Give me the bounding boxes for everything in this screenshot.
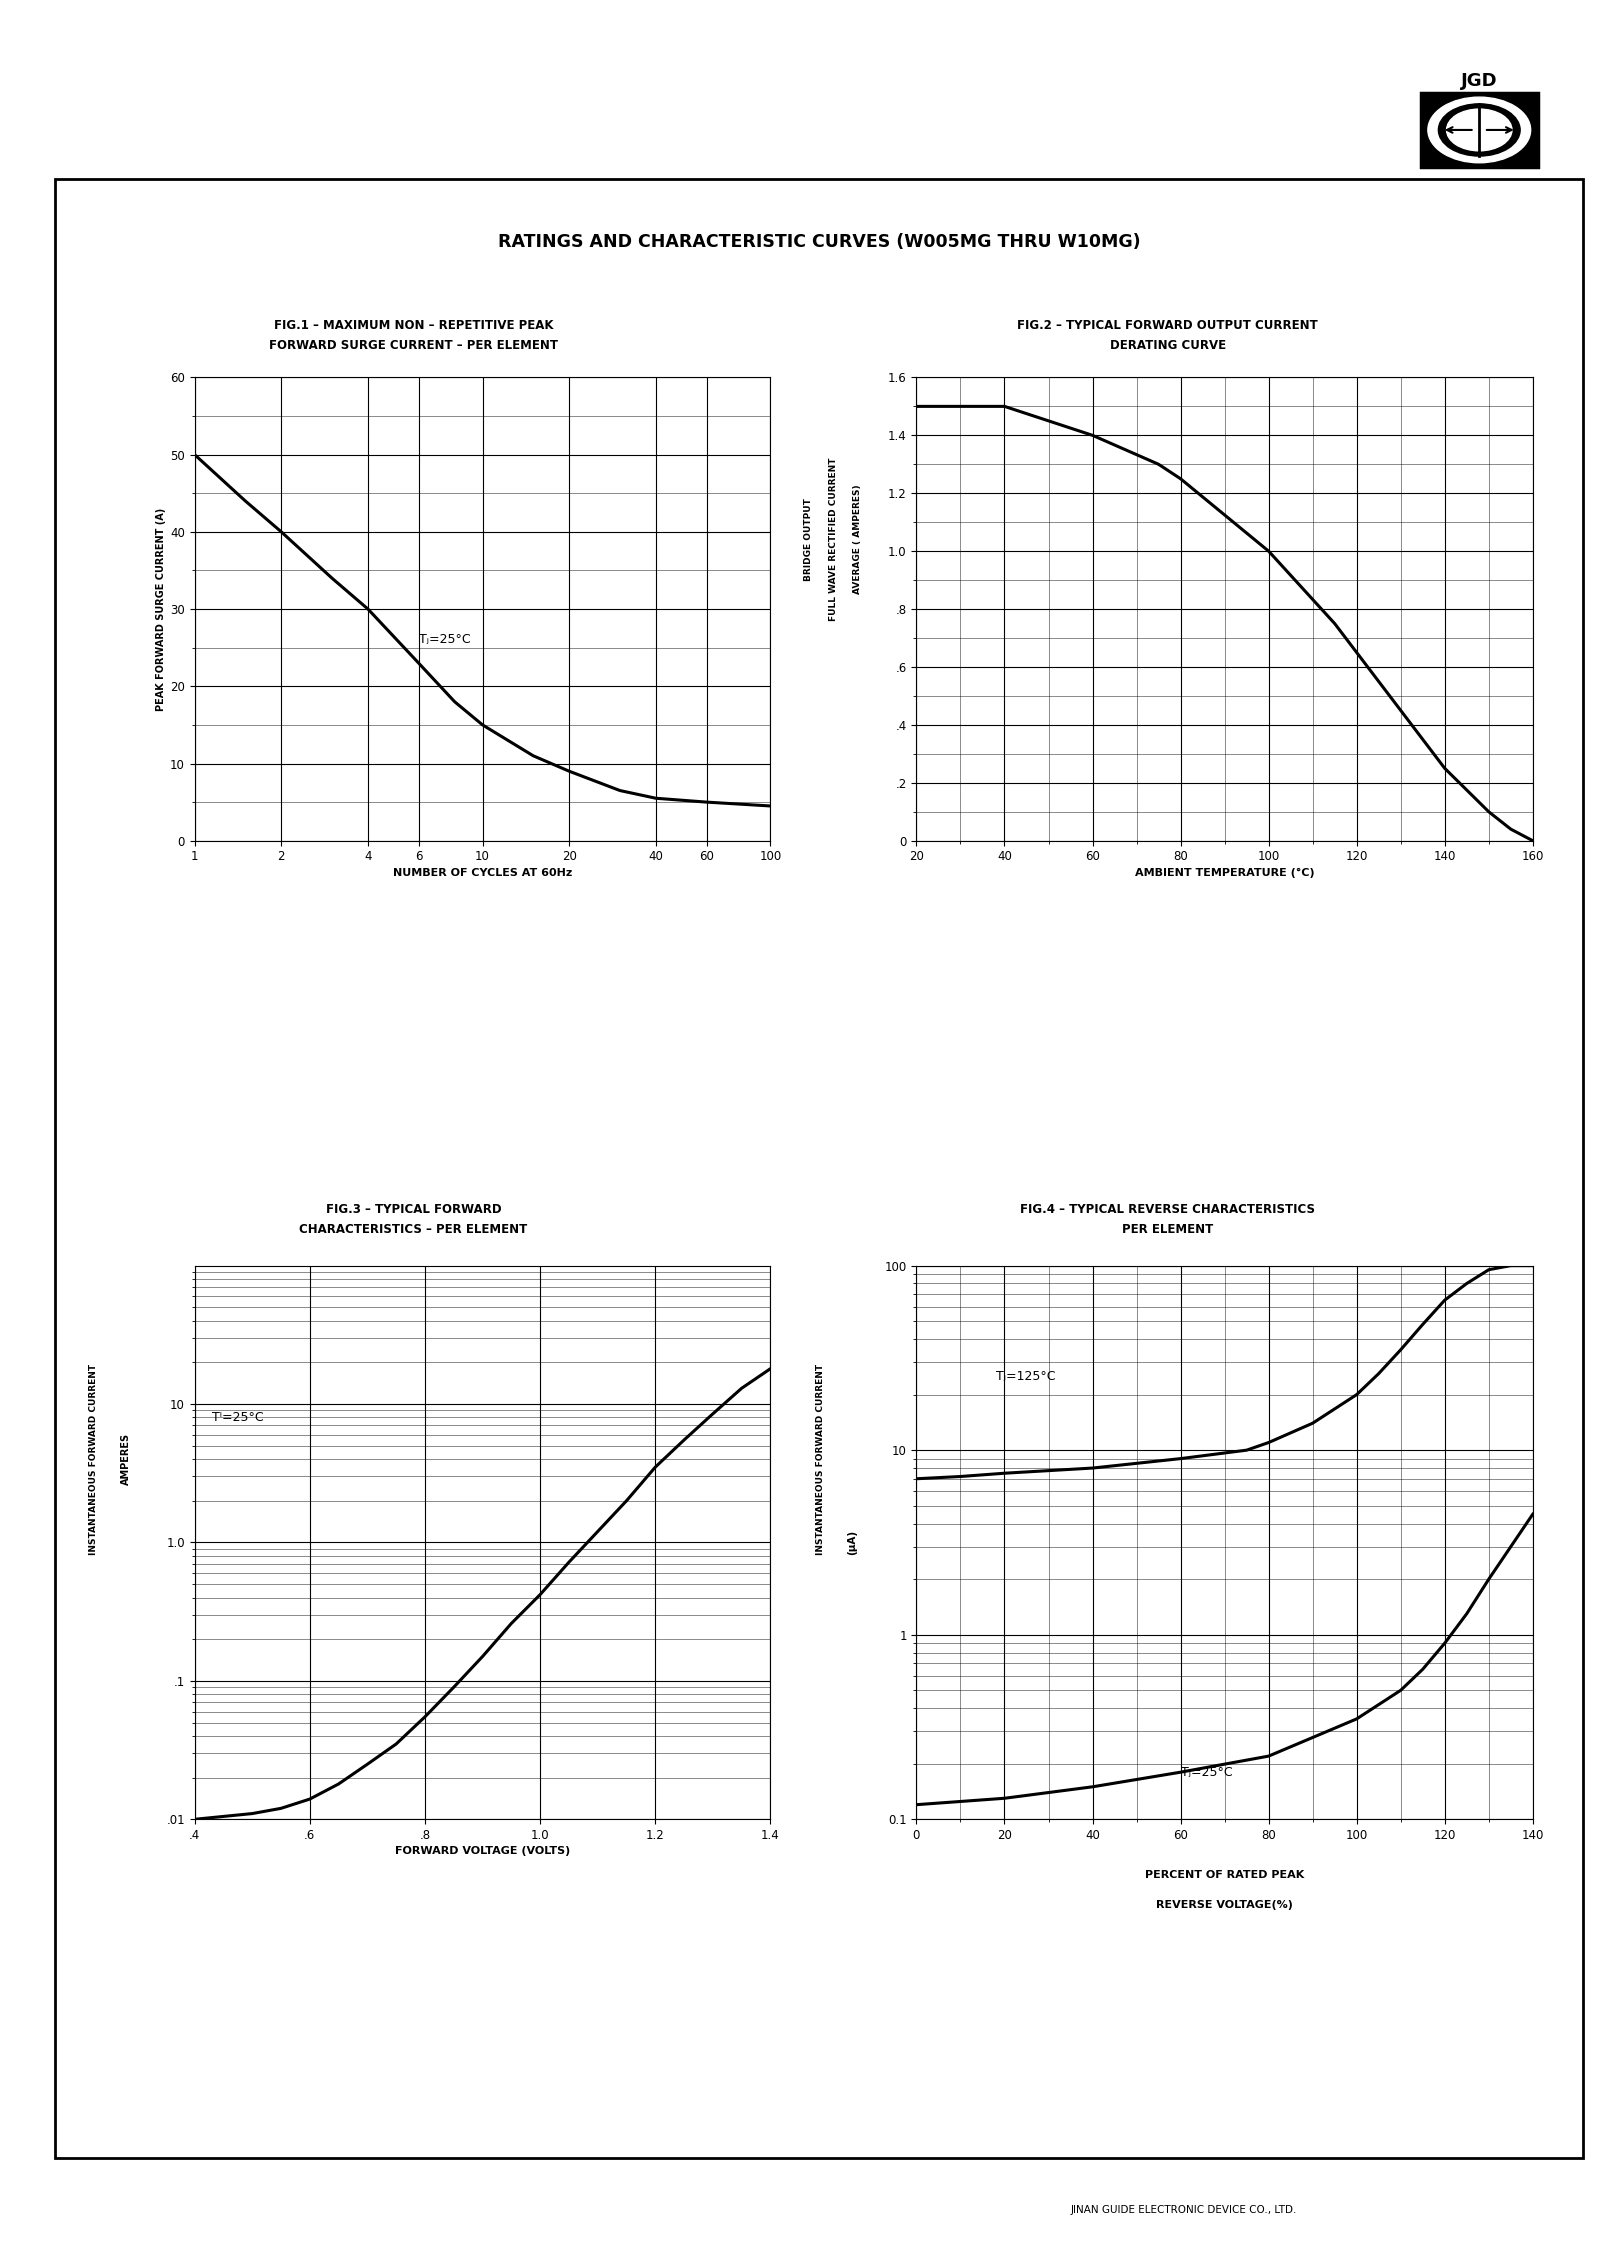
Bar bbox=[1421, 93, 1538, 167]
Text: Tᴵ=25°C: Tᴵ=25°C bbox=[212, 1410, 263, 1424]
Text: FIG.4 – TYPICAL REVERSE CHARACTERISTICS: FIG.4 – TYPICAL REVERSE CHARACTERISTICS bbox=[1020, 1202, 1315, 1216]
Text: INSTANTANEOUS FORWARD CURRENT: INSTANTANEOUS FORWARD CURRENT bbox=[816, 1363, 826, 1555]
Text: CHARACTERISTICS – PER ELEMENT: CHARACTERISTICS – PER ELEMENT bbox=[300, 1223, 527, 1236]
Text: Tⱼ=25°C: Tⱼ=25°C bbox=[1181, 1765, 1233, 1779]
Text: PER ELEMENT: PER ELEMENT bbox=[1122, 1223, 1213, 1236]
Text: PERCENT OF RATED PEAK: PERCENT OF RATED PEAK bbox=[1145, 1869, 1304, 1880]
Bar bbox=[55, 179, 1583, 2158]
Text: REVERSE VOLTAGE(%): REVERSE VOLTAGE(%) bbox=[1156, 1901, 1293, 1910]
X-axis label: AMBIENT TEMPERATURE (°C): AMBIENT TEMPERATURE (°C) bbox=[1135, 868, 1314, 877]
Y-axis label: PEAK FORWARD SURGE CURRENT (A): PEAK FORWARD SURGE CURRENT (A) bbox=[156, 508, 165, 710]
Text: AMPERES: AMPERES bbox=[120, 1433, 130, 1485]
Circle shape bbox=[1439, 104, 1520, 156]
Text: BRIDGE OUTPUT: BRIDGE OUTPUT bbox=[805, 497, 813, 581]
Text: (µA): (µA) bbox=[847, 1530, 856, 1555]
Text: Tⱼ=125°C: Tⱼ=125°C bbox=[996, 1370, 1056, 1383]
Text: INSTANTANEOUS FORWARD CURRENT: INSTANTANEOUS FORWARD CURRENT bbox=[89, 1363, 99, 1555]
Text: Tⱼ=25°C: Tⱼ=25°C bbox=[418, 633, 470, 646]
Text: FULL WAVE RECTIFIED CURRENT: FULL WAVE RECTIFIED CURRENT bbox=[829, 459, 837, 622]
Text: AVERAGE ( AMPERES): AVERAGE ( AMPERES) bbox=[853, 484, 863, 594]
Text: JGD: JGD bbox=[1461, 72, 1497, 90]
X-axis label: FORWARD VOLTAGE (VOLTS): FORWARD VOLTAGE (VOLTS) bbox=[394, 1846, 571, 1855]
Text: FORWARD SURGE CURRENT – PER ELEMENT: FORWARD SURGE CURRENT – PER ELEMENT bbox=[269, 339, 558, 353]
Circle shape bbox=[1427, 97, 1531, 163]
Text: RATINGS AND CHARACTERISTIC CURVES (W005MG THRU W10MG): RATINGS AND CHARACTERISTIC CURVES (W005M… bbox=[498, 233, 1140, 251]
Text: DERATING CURVE: DERATING CURVE bbox=[1109, 339, 1226, 353]
Text: JINAN GUIDE ELECTRONIC DEVICE CO., LTD.: JINAN GUIDE ELECTRONIC DEVICE CO., LTD. bbox=[1071, 2206, 1298, 2215]
Text: FIG.3 – TYPICAL FORWARD: FIG.3 – TYPICAL FORWARD bbox=[326, 1202, 501, 1216]
X-axis label: NUMBER OF CYCLES AT 60Hz: NUMBER OF CYCLES AT 60Hz bbox=[393, 868, 573, 877]
Text: FIG.2 – TYPICAL FORWARD OUTPUT CURRENT: FIG.2 – TYPICAL FORWARD OUTPUT CURRENT bbox=[1017, 319, 1319, 332]
Text: FIG.1 – MAXIMUM NON – REPETITIVE PEAK: FIG.1 – MAXIMUM NON – REPETITIVE PEAK bbox=[274, 319, 553, 332]
Circle shape bbox=[1447, 108, 1512, 151]
